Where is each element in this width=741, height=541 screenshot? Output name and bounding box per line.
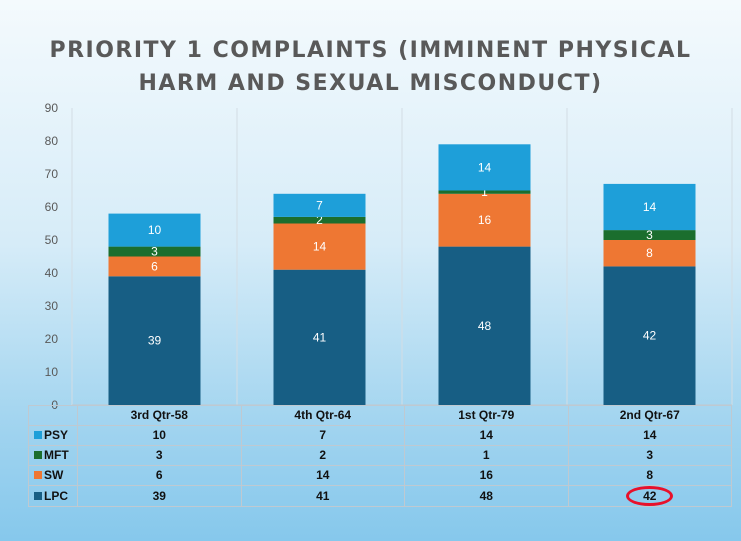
table-cell: 8 (567, 465, 732, 486)
legend-entry-psy: PSY (28, 425, 78, 446)
data-label-mft: 1 (481, 185, 488, 199)
category-label: 4th Qtr-64 (240, 405, 405, 426)
category-label: 3rd Qtr-58 (77, 405, 242, 426)
y-tick-label: 60 (45, 200, 59, 214)
bar-mft (108, 246, 201, 257)
table-cell: 16 (404, 465, 569, 486)
table-row: LPC 39 41 48 42 (28, 485, 732, 507)
bar-lpc (603, 266, 696, 405)
bar-psy (603, 183, 696, 231)
category-label: 1st Qtr-79 (404, 405, 569, 426)
table-cell: 14 (567, 425, 732, 446)
data-label-mft: 3 (151, 245, 158, 259)
table-row: SW 6 14 16 8 (28, 465, 732, 486)
legend-label: PSY (44, 428, 69, 442)
y-tick-label: 40 (45, 266, 59, 280)
bar-psy (438, 144, 531, 191)
chart-title: PRIORITY 1 COMPLAINTS (IMMINENT PHYSICAL… (0, 34, 741, 100)
data-label-mft: 2 (316, 213, 323, 227)
table-cell: 42 (567, 485, 732, 507)
table-cell: 1 (404, 445, 569, 466)
table-row: PSY 10 7 14 14 (28, 425, 732, 446)
chart-title-line-1: PRIORITY 1 COMPLAINTS (IMMINENT PHYSICAL (49, 38, 692, 63)
y-tick-label: 70 (45, 167, 59, 181)
data-table: 3rd Qtr-58 4th Qtr-64 1st Qtr-79 2nd Qtr-67… (28, 405, 732, 507)
legend-label: LPC (44, 488, 68, 503)
table-cell: 41 (240, 485, 405, 507)
y-tick-label: 10 (45, 365, 59, 379)
highlight-circle: 42 (626, 486, 674, 506)
bar-lpc (273, 269, 366, 405)
data-label-psy: 14 (643, 200, 657, 214)
legend-label: MFT (44, 448, 69, 462)
table-cell: 2 (240, 445, 405, 466)
bar-lpc (108, 276, 201, 405)
data-label-psy: 10 (148, 223, 162, 237)
legend-swatch (34, 471, 42, 479)
table-cell: 3 (77, 445, 242, 466)
bar-mft (273, 216, 366, 224)
data-label-sw: 6 (151, 259, 158, 273)
y-tick-label: 30 (45, 299, 59, 313)
bar-sw (603, 240, 696, 267)
legend-label: SW (44, 468, 64, 482)
bar-sw (438, 193, 531, 247)
legend-swatch (34, 431, 42, 439)
data-label-lpc: 41 (313, 330, 327, 344)
table-cell: 14 (240, 465, 405, 486)
data-label-psy: 7 (316, 198, 323, 212)
data-label-lpc: 48 (478, 319, 492, 333)
legend-swatch (34, 451, 42, 459)
data-label-lpc: 39 (148, 334, 162, 348)
bar-mft (438, 190, 531, 194)
y-tick-label: 50 (45, 233, 59, 247)
legend-swatch (34, 491, 42, 500)
data-label-sw: 16 (478, 213, 492, 227)
table-corner-cell (28, 405, 78, 426)
table-cell: 6 (77, 465, 242, 486)
legend-entry-sw: SW (28, 465, 78, 486)
y-tick-label: 80 (45, 134, 59, 148)
data-label-sw: 8 (646, 246, 653, 260)
table-row: MFT 3 2 1 3 (28, 445, 732, 466)
table-cell: 48 (404, 485, 569, 507)
bar-sw (273, 223, 366, 270)
bar-psy (273, 193, 366, 217)
chart-title-line-2: HARM AND SEXUAL MISCONDUCT) (138, 71, 603, 96)
y-tick-label: 20 (45, 332, 59, 346)
table-cell: 10 (77, 425, 242, 446)
legend-entry-lpc: LPC (28, 485, 78, 507)
table-header-row: 3rd Qtr-58 4th Qtr-64 1st Qtr-79 2nd Qtr-67 (28, 405, 732, 426)
table-cell: 39 (77, 485, 242, 507)
category-label: 2nd Qtr-67 (567, 405, 732, 426)
table-cell: 7 (240, 425, 405, 446)
data-label-sw: 14 (313, 240, 327, 254)
data-label-psy: 14 (478, 160, 492, 174)
table-cell: 14 (404, 425, 569, 446)
bar-mft (603, 230, 696, 240)
legend-entry-mft: MFT (28, 445, 78, 466)
data-label-lpc: 42 (643, 329, 657, 343)
bar-lpc (438, 246, 531, 405)
data-label-mft: 3 (646, 228, 653, 242)
y-tick-label: 90 (45, 101, 59, 115)
bar-psy (108, 213, 201, 247)
table-cell: 3 (567, 445, 732, 466)
bar-sw (108, 256, 201, 277)
